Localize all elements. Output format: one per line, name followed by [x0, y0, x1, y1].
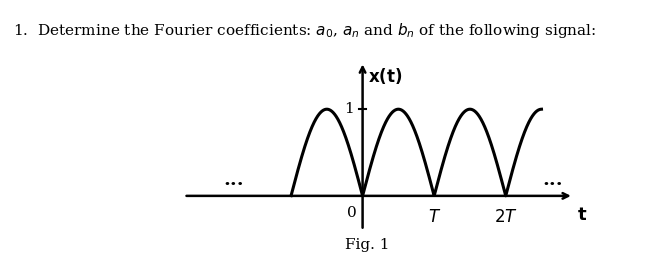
Text: ...: ...: [542, 171, 563, 189]
Text: ...: ...: [224, 171, 244, 189]
Text: $\mathbf{x(t)}$: $\mathbf{x(t)}$: [368, 66, 403, 86]
Text: $T$: $T$: [428, 209, 441, 226]
Text: 1.  Determine the Fourier coefficients: $a_0$, $a_n$ and $b_n$ of the following : 1. Determine the Fourier coefficients: $…: [13, 21, 596, 40]
Text: Fig. 1: Fig. 1: [345, 238, 390, 252]
Text: 1: 1: [344, 102, 354, 116]
Text: 0: 0: [347, 206, 357, 220]
Text: $\mathbf{t}$: $\mathbf{t}$: [577, 206, 588, 224]
Text: $2T$: $2T$: [494, 209, 518, 226]
